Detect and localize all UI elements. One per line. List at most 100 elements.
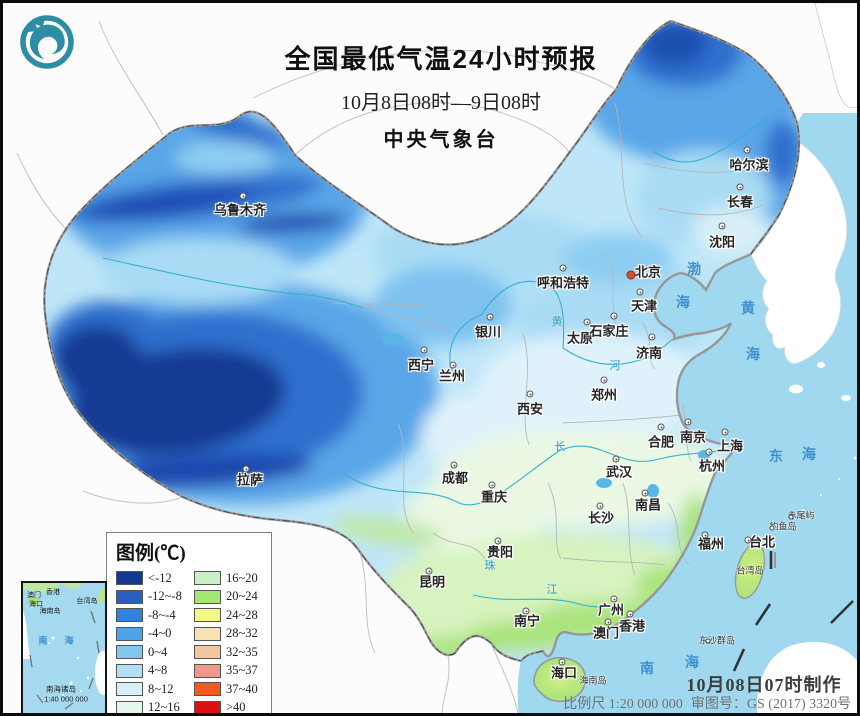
province-borders — [332, 102, 772, 576]
legend-item: 8~12 — [116, 680, 194, 699]
city-marker — [449, 361, 457, 369]
legend-label: 16~20 — [226, 570, 258, 585]
sakhalin-land — [814, 3, 857, 109]
ryukyu-islands — [800, 455, 857, 514]
legend-item: 37~40 — [194, 680, 272, 699]
city-marker — [559, 264, 567, 272]
luzon-land — [757, 641, 857, 713]
city-marker — [583, 318, 591, 326]
legend-label: 4~8 — [148, 663, 168, 678]
temperature-legend: 图例(℃) <-12 -12~-8 -8~-4 -4~0 0~4 4~8 8~12 12~16… — [106, 532, 272, 715]
legend-item: 32~35 — [194, 643, 272, 662]
legend-label: 0~4 — [148, 644, 168, 659]
legend-swatch — [194, 645, 221, 660]
city-marker — [610, 312, 618, 320]
legend-swatch — [116, 608, 143, 623]
map-title: 全国最低气温24小时预报 — [284, 44, 598, 74]
china-temperature-map — [3, 3, 857, 713]
south-china-sea-inset — [21, 581, 107, 713]
legend-swatch — [194, 626, 221, 641]
legend-label: 24~28 — [226, 607, 258, 622]
legend-item: 20~24 — [194, 588, 272, 607]
city-marker — [684, 418, 692, 426]
city-marker — [648, 333, 656, 341]
legend-item: <-12 — [116, 569, 194, 588]
city-marker — [425, 567, 433, 575]
legend-item: 24~28 — [194, 606, 272, 625]
legend-swatch — [116, 682, 143, 697]
hainan-island — [533, 657, 587, 702]
city-marker — [604, 618, 612, 626]
agency-name: 中央气象台 — [383, 129, 499, 151]
legend-label: <-12 — [148, 570, 172, 585]
rivers — [102, 114, 776, 612]
city-marker — [705, 638, 711, 644]
small-island — [841, 395, 851, 401]
city-marker — [641, 489, 649, 497]
city-marker — [705, 448, 713, 456]
legend-item: 0~4 — [116, 643, 194, 662]
legend-swatch — [116, 645, 143, 660]
legend-label: 28~32 — [226, 626, 258, 641]
city-marker — [743, 146, 751, 154]
legend-swatch — [116, 589, 143, 604]
legend-swatch — [194, 700, 221, 713]
legend-label: 20~24 — [226, 589, 258, 604]
legend-swatch — [116, 626, 143, 641]
city-marker — [488, 481, 496, 489]
city-marker — [769, 525, 775, 531]
city-marker — [239, 192, 247, 200]
legend-item: >40 — [194, 699, 272, 715]
legend-label: 35~37 — [226, 663, 258, 678]
legend-item: -4~0 — [116, 625, 194, 644]
legend-swatch — [194, 682, 221, 697]
city-marker — [610, 595, 618, 603]
legend-label: 12~16 — [148, 700, 180, 715]
legend-label: -8~-4 — [148, 607, 176, 622]
legend-item: 28~32 — [194, 625, 272, 644]
city-marker — [626, 610, 634, 618]
city-marker — [526, 390, 534, 398]
legend-label: 37~40 — [226, 681, 258, 696]
map-subtitle: 10月8日08时—9日08时 — [341, 92, 541, 114]
city-marker — [718, 222, 726, 230]
legend-swatch — [116, 700, 143, 713]
city-marker — [450, 461, 458, 469]
city-marker — [744, 536, 752, 544]
legend-label: 32~35 — [226, 644, 258, 659]
legend-item: -8~-4 — [116, 606, 194, 625]
city-marker — [701, 531, 709, 539]
cma-dragon-logo — [20, 15, 74, 69]
city-marker — [420, 346, 428, 354]
legend-swatch — [194, 663, 221, 678]
city-marker — [612, 455, 620, 463]
title-block: 全国最低气温24小时预报 10月8日08时—9日08时 中央气象台 — [245, 39, 637, 152]
taiwan-island — [734, 543, 766, 599]
legend-swatch — [194, 589, 221, 604]
inset-map-graphic — [23, 583, 105, 713]
legend-title: 图例(℃) — [116, 543, 186, 564]
capital-marker — [626, 270, 636, 280]
small-island — [817, 362, 825, 368]
legend-label: >40 — [226, 700, 246, 715]
jeju-island — [789, 384, 803, 394]
city-marker — [636, 288, 644, 296]
city-marker — [721, 428, 729, 436]
city-marker — [486, 313, 494, 321]
city-marker — [596, 502, 604, 510]
legend-label: 8~12 — [148, 681, 174, 696]
city-marker — [657, 423, 665, 431]
legend-swatch — [116, 663, 143, 678]
china-land-border-dashes — [43, 20, 800, 662]
city-marker — [494, 537, 502, 545]
legend-grid: <-12 -12~-8 -8~-4 -4~0 0~4 4~8 8~12 12~16 16~20 2… — [116, 569, 272, 715]
legend-item: 16~20 — [194, 569, 272, 588]
legend-swatch — [116, 571, 143, 586]
city-marker — [242, 465, 250, 473]
temperature-shading — [46, 21, 799, 660]
legend-item: 4~8 — [116, 662, 194, 681]
city-marker — [600, 376, 608, 384]
legend-swatch — [194, 571, 221, 586]
legend-swatch — [194, 608, 221, 623]
